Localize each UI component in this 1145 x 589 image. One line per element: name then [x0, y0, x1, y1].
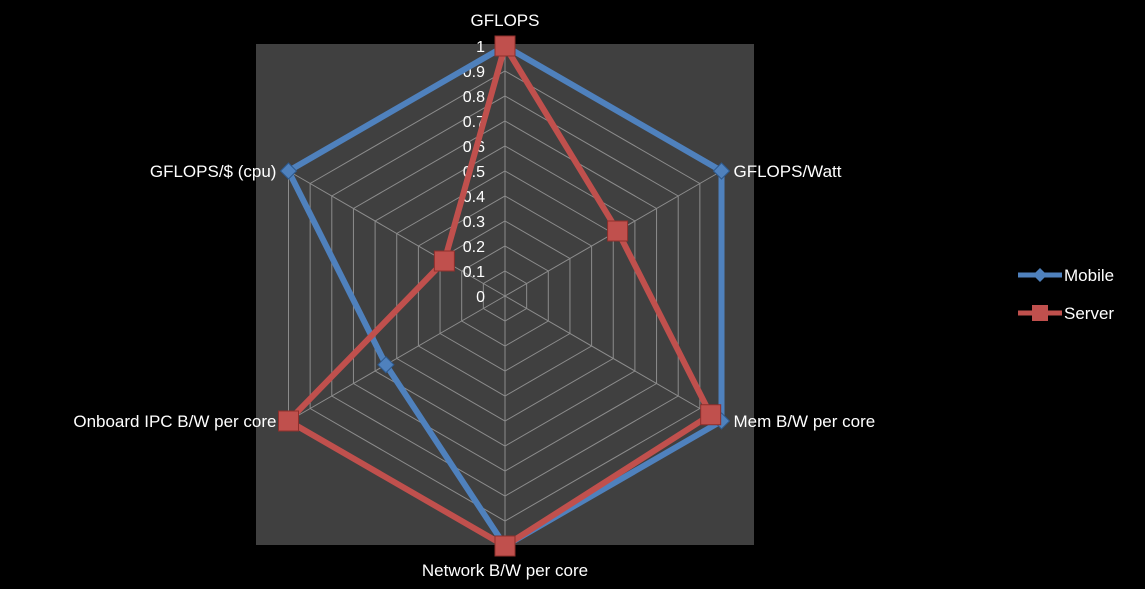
legend-marker	[1033, 268, 1047, 282]
legend-marker	[1032, 305, 1048, 321]
tick-label: 0.3	[463, 214, 485, 231]
grid-spoke	[288, 295, 506, 422]
tick-label: 0	[476, 289, 485, 306]
tick-label: 0.1	[463, 264, 485, 281]
axis-label: Onboard IPC B/W per core	[73, 412, 276, 431]
data-point	[712, 162, 731, 180]
series	[277, 35, 731, 557]
series-server	[277, 35, 722, 557]
data-point	[494, 35, 516, 57]
grid-spoke	[288, 170, 506, 297]
data-point	[700, 404, 722, 426]
legend-entry: Mobile	[1018, 266, 1114, 285]
axis-label: Mem B/W per core	[734, 412, 876, 431]
axis-label: GFLOPS/Watt	[734, 162, 842, 181]
legend-label: Server	[1064, 304, 1114, 323]
data-point	[433, 250, 455, 272]
data-point	[607, 220, 629, 242]
tick-label: 1	[476, 39, 485, 56]
grid-spoke	[504, 295, 722, 422]
tick-labels: 00.10.20.30.40.50.60.70.80.91	[463, 39, 485, 306]
data-point	[279, 162, 298, 180]
legend: Mobile Server	[1018, 266, 1114, 323]
data-point	[377, 356, 395, 374]
tick-label: 0.2	[463, 239, 485, 256]
legend-entry: Server	[1018, 304, 1114, 323]
axis-label: Network B/W per core	[422, 561, 588, 580]
legend-label: Mobile	[1064, 266, 1114, 285]
tick-label: 0.4	[463, 189, 485, 206]
data-point	[277, 410, 299, 432]
axis-label: GFLOPS/$ (cpu)	[150, 162, 277, 181]
data-point	[494, 535, 516, 557]
axis-labels: GFLOPS GFLOPS/Watt Mem B/W per core Network…	[73, 11, 875, 580]
tick-label: 0.8	[463, 89, 485, 106]
axis-label: GFLOPS	[471, 11, 540, 30]
